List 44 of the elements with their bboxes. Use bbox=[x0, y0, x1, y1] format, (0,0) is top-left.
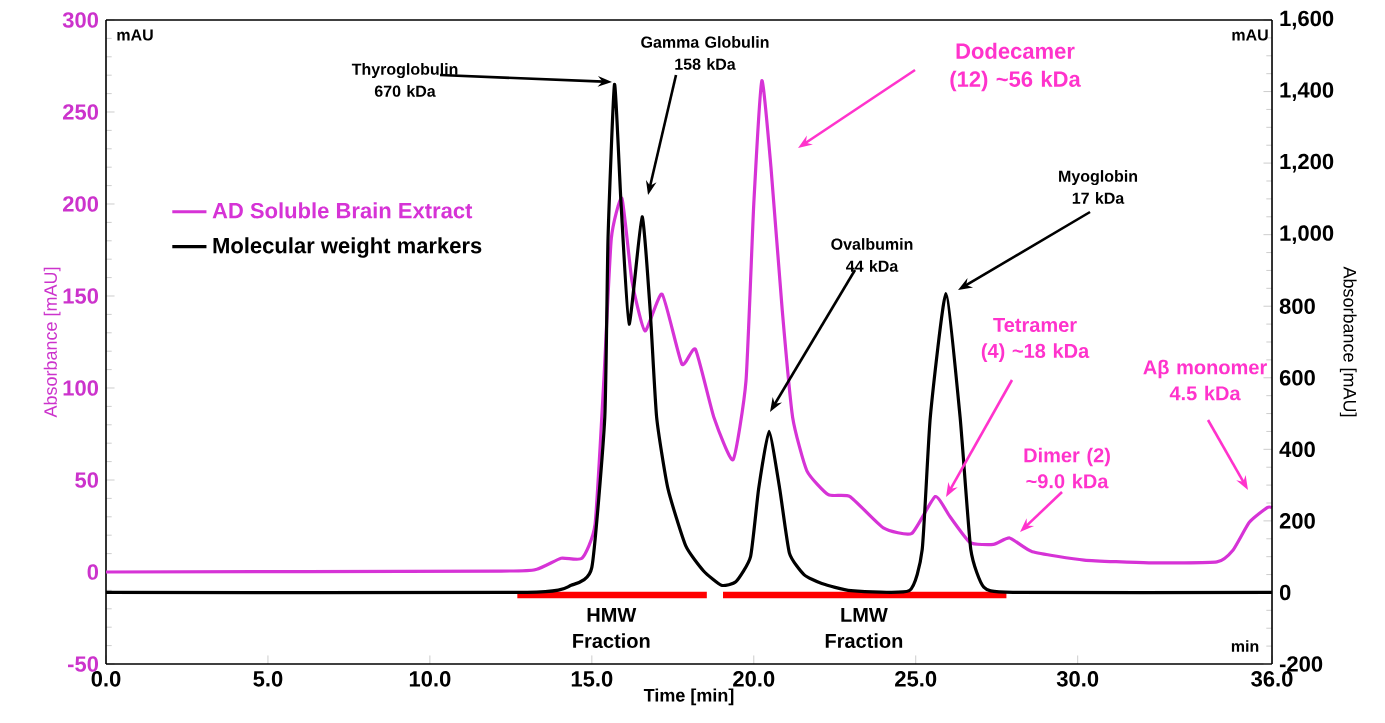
y-tick-label: 0 bbox=[87, 564, 99, 580]
x-tick-label: 25.0 bbox=[895, 671, 937, 687]
x-axis-title: Time [min] bbox=[643, 688, 734, 706]
y2-tick-label: 800 bbox=[1279, 298, 1315, 315]
y-tick-label: 100 bbox=[63, 380, 99, 396]
y-tick-label: 50 bbox=[75, 472, 99, 488]
annotation: Dimer (2) ~9.0 kDa bbox=[1024, 447, 1110, 489]
y2-tick-label: 1,000 bbox=[1280, 225, 1334, 245]
annotation: Ovalbumin 44 kDa bbox=[831, 238, 913, 272]
y2-tick-label: 1,600 bbox=[1280, 10, 1334, 30]
y-tick-label: 200 bbox=[62, 196, 99, 212]
y2-tick-label: 600 bbox=[1279, 370, 1315, 386]
annotation: HMW Fraction bbox=[573, 608, 650, 649]
x-tick-label: 0.0 bbox=[91, 671, 121, 687]
x-tick-label: 5.0 bbox=[253, 671, 283, 687]
y2-tick-label: 1,200 bbox=[1280, 153, 1334, 173]
y-axis-title: Absorbance [mAU] bbox=[43, 267, 61, 418]
x-tick-label: 10.0 bbox=[409, 671, 451, 687]
annotation: Aβ monomer 4.5 kDa bbox=[1143, 359, 1267, 401]
legend-label: Molecular weight markers bbox=[213, 237, 482, 258]
y2-axis-title: Absorbance [mAU] bbox=[1339, 266, 1357, 417]
x-tick-label: 15.0 bbox=[571, 671, 613, 687]
x-tick-label: 30.0 bbox=[1056, 671, 1099, 687]
annotation: Gamma Globulin 158 kDa bbox=[641, 36, 769, 70]
y2-tick-label: 400 bbox=[1279, 441, 1315, 458]
annotation: mAU bbox=[1232, 29, 1268, 41]
y-tick-label: 300 bbox=[62, 12, 99, 28]
annotation: Dodecamer (12) ~56 kDa bbox=[950, 42, 1081, 92]
annotation: Myoglobin 17 kDa bbox=[1059, 170, 1138, 204]
x-tick-label: 20.0 bbox=[733, 671, 775, 687]
annotation: min bbox=[1231, 640, 1259, 652]
y2-tick-label: 200 bbox=[1279, 513, 1315, 529]
y-tick-label: 150 bbox=[63, 288, 99, 304]
y2-tick-label: -200 bbox=[1279, 656, 1323, 672]
y2-tick-label: 1,400 bbox=[1280, 82, 1334, 101]
y2-tick-label: 0 bbox=[1279, 584, 1291, 601]
legend-label: AD Soluble Brain Extract bbox=[212, 202, 473, 219]
annotation: Thyroglobulin 670 kDa bbox=[351, 63, 458, 97]
x-tick-label: 36.0 bbox=[1251, 671, 1293, 687]
annotation: LMW Fraction bbox=[825, 608, 903, 649]
y-tick-label: 250 bbox=[62, 104, 99, 120]
annotation: mAU bbox=[117, 29, 153, 41]
annotation: Tetramer (4) ~18 kDa bbox=[981, 318, 1090, 362]
y-tick-label: -50 bbox=[67, 656, 99, 672]
